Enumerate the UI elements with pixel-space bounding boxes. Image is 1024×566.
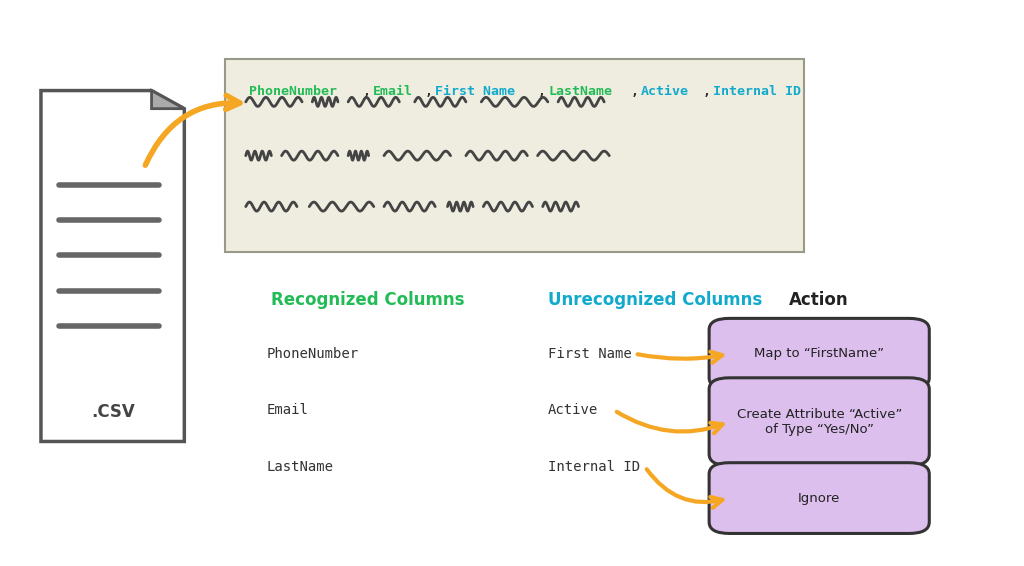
Text: ,: , <box>703 85 711 98</box>
Text: Ignore: Ignore <box>798 492 841 504</box>
Text: LastName: LastName <box>548 85 612 98</box>
Text: ,: , <box>538 85 546 98</box>
Text: First Name: First Name <box>548 347 632 361</box>
Polygon shape <box>152 91 184 109</box>
Text: Internal ID: Internal ID <box>548 460 640 474</box>
Text: First Name: First Name <box>434 85 515 98</box>
Text: Action: Action <box>790 291 849 309</box>
Text: Active: Active <box>641 85 689 98</box>
FancyBboxPatch shape <box>709 318 930 389</box>
FancyBboxPatch shape <box>709 378 930 465</box>
Text: Email: Email <box>266 404 308 417</box>
FancyBboxPatch shape <box>225 59 804 252</box>
Text: Map to “FirstName”: Map to “FirstName” <box>754 348 885 360</box>
Text: .CSV: .CSV <box>91 402 134 421</box>
Text: LastName: LastName <box>266 460 333 474</box>
Text: Unrecognized Columns: Unrecognized Columns <box>548 291 762 309</box>
Polygon shape <box>41 91 184 441</box>
Text: Create Attribute “Active”
of Type “Yes/No”: Create Attribute “Active” of Type “Yes/N… <box>736 408 902 436</box>
FancyBboxPatch shape <box>709 463 930 533</box>
Text: Email: Email <box>373 85 413 98</box>
Text: PhoneNumber: PhoneNumber <box>249 85 337 98</box>
Text: Internal ID: Internal ID <box>714 85 802 98</box>
Text: ,: , <box>362 85 371 98</box>
Text: Recognized Columns: Recognized Columns <box>271 291 465 309</box>
Text: PhoneNumber: PhoneNumber <box>266 347 358 361</box>
Text: ,: , <box>424 85 432 98</box>
Text: Active: Active <box>548 404 598 417</box>
Text: ,: , <box>631 85 639 98</box>
